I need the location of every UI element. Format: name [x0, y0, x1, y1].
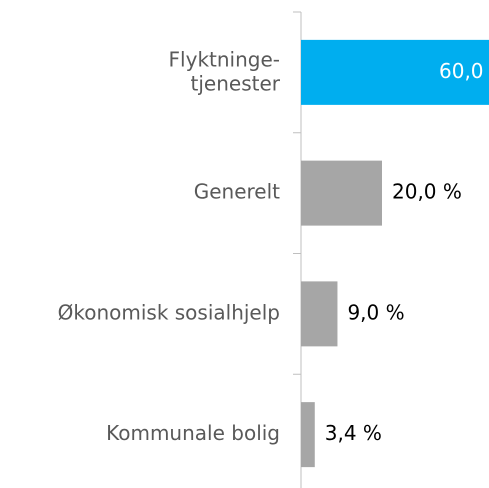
- category-label: Generelt: [194, 180, 280, 204]
- bar: [301, 402, 315, 468]
- bar: [301, 39, 489, 105]
- bar: [301, 281, 338, 347]
- value-label: 9,0 %: [347, 300, 404, 324]
- value-label: 3,4 %: [325, 421, 382, 445]
- value-label: 60,0 %: [439, 59, 489, 83]
- bar: [301, 160, 382, 226]
- category-label: Kommunale bolig: [106, 421, 280, 445]
- category-label: Økonomisk sosialhjelp: [58, 300, 280, 324]
- category-label: Flyktninge-tjenester: [169, 47, 281, 95]
- value-label: 20,0 %: [392, 180, 462, 204]
